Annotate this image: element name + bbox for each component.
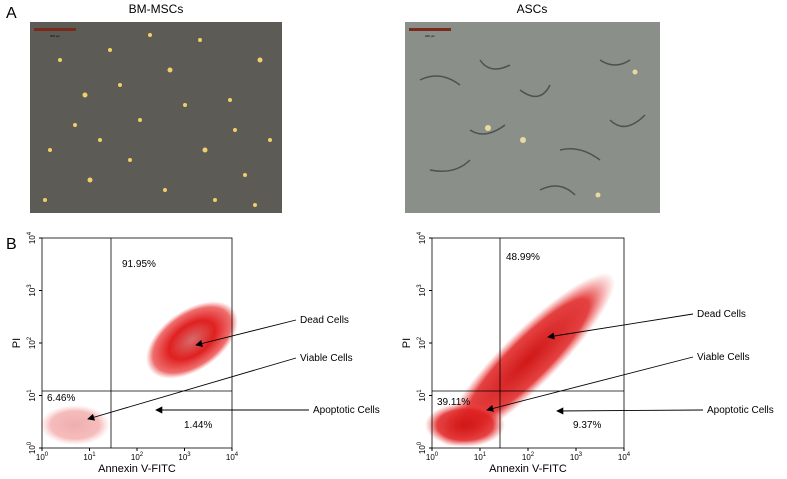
micrograph: 200 μm: [405, 22, 660, 213]
tick-base: 10: [28, 235, 37, 244]
tick-base: 10: [618, 453, 627, 462]
tick-exp: 4: [27, 231, 33, 235]
tick-base: 10: [426, 453, 435, 462]
tick-label: 103: [417, 284, 427, 297]
tick-exp: 2: [417, 336, 423, 340]
axis-label: PI: [401, 338, 413, 348]
tick-base: 10: [418, 392, 427, 401]
annotation: Viable Cells: [697, 352, 750, 363]
tick-label: 101: [417, 389, 427, 402]
annotation-arrow: [486, 356, 694, 412]
tick-exp: 0: [45, 452, 49, 458]
tick-exp: 1: [27, 389, 33, 393]
annotation-arrow: [556, 407, 704, 415]
tick-label: 103: [178, 452, 191, 462]
tick-label: 102: [27, 336, 37, 349]
tick-exp: 2: [27, 336, 33, 340]
image-title: BM-MSCs: [129, 2, 184, 16]
tick-base: 10: [570, 453, 579, 462]
tick-base: 10: [178, 453, 187, 462]
quadrant-percent: 1.44%: [184, 420, 212, 431]
tick-exp: 3: [417, 284, 423, 288]
tick-base: 10: [418, 445, 427, 454]
tick-base: 10: [522, 453, 531, 462]
scale-bar-label: 200 μm: [50, 34, 61, 38]
annotation: Apoptotic Cells: [707, 405, 774, 416]
quadrant-percent: 39.11%: [437, 397, 470, 408]
tick-base: 10: [418, 235, 427, 244]
tick-base: 10: [28, 445, 37, 454]
tick-label: 103: [570, 452, 583, 462]
annotation: Dead Cells: [300, 315, 349, 326]
tick-base: 10: [28, 287, 37, 296]
axis-label: Annexin V-FITC: [98, 463, 176, 474]
tick-label: 101: [474, 452, 487, 462]
quadrant-percent: 91.95%: [122, 259, 156, 270]
tick-exp: 4: [235, 452, 239, 458]
event-cloud: [40, 272, 616, 448]
tick-label: 102: [417, 336, 427, 349]
tick-label: 104: [417, 231, 427, 244]
tick-label: 103: [27, 284, 37, 297]
tick-exp: 2: [531, 452, 535, 458]
axis-label: PI: [11, 338, 23, 348]
tick-label: 104: [226, 452, 239, 462]
tick-exp: 3: [187, 452, 191, 458]
tick-exp: 0: [417, 441, 423, 445]
tick-exp: 1: [92, 452, 96, 458]
tick-base: 10: [83, 453, 92, 462]
tick-exp: 4: [417, 231, 423, 235]
tick-label: 104: [618, 452, 631, 462]
tick-exp: 1: [417, 389, 423, 393]
quadrant-percent: 6.46%: [47, 393, 75, 404]
tick-base: 10: [418, 287, 427, 296]
annotation: Apoptotic Cells: [313, 405, 380, 416]
tick-exp: 1: [483, 452, 487, 458]
annotation-arrow: [547, 313, 694, 340]
panel-label: A: [6, 5, 17, 22]
tick-label: 104: [27, 231, 37, 244]
axis-label: Annexin V-FITC: [489, 463, 567, 474]
tick-base: 10: [226, 453, 235, 462]
tick-base: 10: [474, 453, 483, 462]
quadrant-percent: 48.99%: [506, 252, 540, 263]
tick-label: 100: [417, 441, 427, 454]
tick-exp: 3: [27, 284, 33, 288]
tick-label: 102: [522, 452, 535, 462]
tick-label: 100: [426, 452, 439, 462]
tick-exp: 0: [435, 452, 439, 458]
tick-label: 100: [36, 452, 49, 462]
annotation-arrow: [87, 357, 297, 421]
annotation: Dead Cells: [697, 309, 746, 320]
tick-base: 10: [418, 340, 427, 349]
tick-exp: 2: [140, 452, 144, 458]
tick-exp: 4: [627, 452, 631, 458]
image-title: ASCs: [517, 2, 548, 16]
quadrant-percent: 9.37%: [573, 420, 601, 431]
tick-exp: 3: [579, 452, 583, 458]
tick-label: 102: [131, 452, 144, 462]
tick-label: 101: [83, 452, 96, 462]
scale-bar-label: 200 μm: [425, 34, 436, 38]
panel-label: B: [6, 236, 17, 253]
tick-base: 10: [28, 340, 37, 349]
tick-base: 10: [28, 392, 37, 401]
tick-base: 10: [131, 453, 140, 462]
tick-base: 10: [36, 453, 45, 462]
micrograph: 200 μm: [30, 22, 282, 213]
tick-exp: 0: [27, 441, 33, 445]
annotation: Viable Cells: [300, 353, 353, 364]
annotation-arrow: [195, 319, 297, 347]
tick-label: 101: [27, 389, 37, 402]
tick-label: 100: [27, 441, 37, 454]
